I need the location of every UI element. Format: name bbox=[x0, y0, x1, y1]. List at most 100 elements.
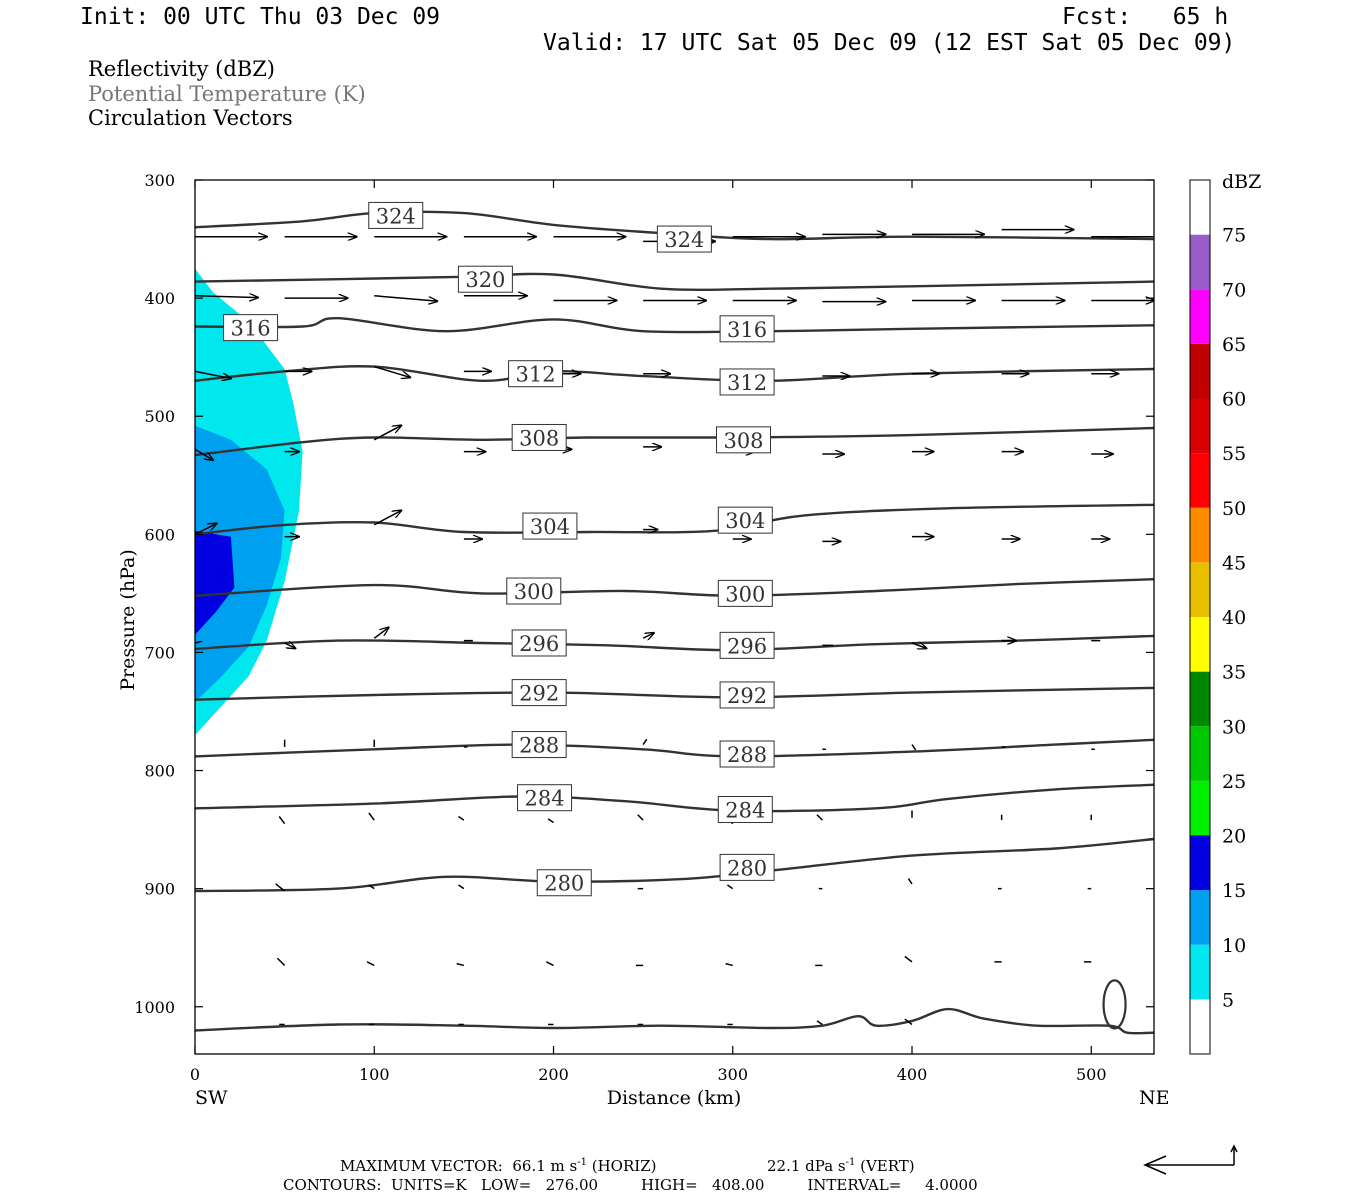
colorbar-swatch bbox=[1190, 507, 1210, 563]
contour-label: 280 bbox=[544, 872, 584, 896]
contour-label: 296 bbox=[727, 634, 767, 658]
contour-label: 288 bbox=[519, 734, 559, 758]
colorbar-swatch bbox=[1190, 453, 1210, 508]
circulation-vector bbox=[456, 962, 465, 967]
contour-label: 316 bbox=[231, 317, 271, 341]
isentrope-contours bbox=[195, 210, 1154, 1035]
max-vector-vert-label: (VERT) bbox=[855, 1157, 915, 1175]
contour-label-box bbox=[511, 629, 567, 657]
circulation-vector bbox=[374, 365, 410, 378]
circulation-vector bbox=[195, 640, 203, 644]
x-tick-label: 500 bbox=[1076, 1065, 1107, 1084]
contour-label: 284 bbox=[524, 787, 564, 811]
contour-label: 284 bbox=[725, 799, 765, 823]
isentrope-320 bbox=[195, 272, 1154, 292]
contour-label: 308 bbox=[519, 426, 559, 450]
isentrope-304 bbox=[195, 503, 1154, 536]
colorbar-swatch bbox=[1190, 289, 1210, 344]
reflectivity-fill bbox=[195, 268, 303, 736]
contour-label-box bbox=[717, 579, 773, 607]
colorbar-swatch bbox=[1190, 234, 1210, 290]
circulation-vector bbox=[907, 878, 913, 885]
x-tick-label: 200 bbox=[538, 1065, 569, 1084]
y-tick-label: 700 bbox=[144, 643, 175, 662]
circulation-vector bbox=[374, 294, 437, 301]
circulation-vector bbox=[195, 370, 231, 378]
y-tick-label: 500 bbox=[144, 407, 175, 426]
colorbar-swatch bbox=[1190, 890, 1210, 945]
reflectivity-15-dbz bbox=[195, 530, 235, 635]
contour-label-box bbox=[506, 577, 562, 605]
circulation-vector bbox=[911, 643, 926, 648]
y-tick-label: 400 bbox=[144, 289, 175, 308]
contour-label-box bbox=[368, 201, 424, 229]
x-tick-label: 100 bbox=[359, 1065, 390, 1084]
circulation-vector bbox=[637, 814, 644, 821]
colorbar-title: dBZ bbox=[1222, 171, 1261, 193]
contour-label: 292 bbox=[727, 684, 767, 708]
isentrope-284 bbox=[195, 783, 1154, 813]
isentrope-308 bbox=[195, 426, 1154, 457]
contour-label: 292 bbox=[519, 682, 559, 706]
init-time: Init: 00 UTC Thu 03 Dec 09 bbox=[80, 4, 441, 30]
y-tick-label: 900 bbox=[144, 880, 175, 899]
x-tick-label: 300 bbox=[717, 1065, 748, 1084]
y-tick-label: 800 bbox=[144, 762, 175, 781]
isentrope-296 bbox=[195, 634, 1154, 652]
y-tick-label: 1000 bbox=[134, 998, 175, 1017]
circulation-vector bbox=[195, 448, 213, 460]
circulation-vector bbox=[278, 816, 286, 825]
contour-label-box bbox=[511, 423, 567, 451]
circulation-vector bbox=[373, 627, 388, 639]
colorbar-swatch bbox=[1190, 999, 1210, 1054]
colorbar-swatch bbox=[1190, 726, 1210, 781]
contour-label-box bbox=[719, 315, 775, 343]
colorbar-swatch bbox=[1190, 944, 1210, 1000]
reflectivity-10-dbz bbox=[195, 425, 285, 702]
circulation-vector bbox=[545, 961, 554, 967]
circulation-vector bbox=[642, 738, 648, 745]
reference-vector-icon bbox=[1143, 1144, 1238, 1175]
circulation-vector bbox=[547, 818, 554, 824]
circulation-vector bbox=[642, 633, 654, 638]
colorbar-label: 10 bbox=[1222, 935, 1246, 957]
max-vector-horiz: MAXIMUM VECTOR: 66.1 m s bbox=[340, 1157, 578, 1175]
x-tick-label: 0 bbox=[190, 1065, 200, 1084]
isentrope-sfc bbox=[195, 1007, 1154, 1035]
colorbar-label: 35 bbox=[1222, 662, 1246, 684]
circulation-vector bbox=[284, 643, 296, 648]
contour-label-box bbox=[719, 681, 775, 709]
contour-labels: 324 324 320 316 316 312 312 308 308 304 304 300 300 2… bbox=[223, 201, 775, 897]
contour-info: CONTOURS: UNITS=K LOW= 276.00 HIGH= 408.… bbox=[283, 1176, 978, 1194]
colorbar-swatch bbox=[1190, 343, 1210, 399]
isentrope-closed-cell bbox=[1102, 979, 1127, 1030]
colorbar-swatch bbox=[1190, 398, 1210, 454]
contour-label: 312 bbox=[516, 363, 556, 387]
y-axis: 300 400 500 600 700 800 900 1000 bbox=[134, 171, 1154, 1017]
isentrope-292 bbox=[195, 686, 1154, 701]
x-axis: 0 100 200 300 400 500 bbox=[190, 180, 1107, 1084]
colorbar-label: 15 bbox=[1222, 880, 1246, 902]
contour-label: 316 bbox=[727, 318, 767, 342]
contour-label-box bbox=[719, 368, 775, 396]
contour-label: 320 bbox=[465, 268, 505, 292]
colorbar-swatch bbox=[1190, 562, 1210, 617]
colorbar-label: 60 bbox=[1222, 389, 1246, 411]
max-vector-vert: 22.1 dPa s bbox=[767, 1157, 846, 1175]
circulation-vector bbox=[816, 1020, 823, 1026]
circulation-vector bbox=[458, 884, 465, 890]
plot-frame bbox=[194, 179, 1155, 1055]
circulation-vector bbox=[816, 814, 823, 821]
contour-label: 300 bbox=[725, 582, 765, 606]
contour-label-box bbox=[536, 869, 592, 897]
colorbar-label: 20 bbox=[1222, 826, 1246, 848]
valid-time: Valid: 17 UTC Sat 05 Dec 09 (12 EST Sat … bbox=[543, 30, 1236, 56]
y-axis-label: Pressure (hPa) bbox=[117, 549, 139, 691]
circulation-vector bbox=[366, 961, 375, 967]
colorbar-label: 25 bbox=[1222, 771, 1246, 793]
x-axis-label: Distance (km) bbox=[607, 1087, 742, 1109]
circulation-vector bbox=[725, 962, 733, 967]
max-vector-vert-unit-exp: -1 bbox=[845, 1157, 856, 1168]
contour-label-box bbox=[508, 360, 564, 388]
